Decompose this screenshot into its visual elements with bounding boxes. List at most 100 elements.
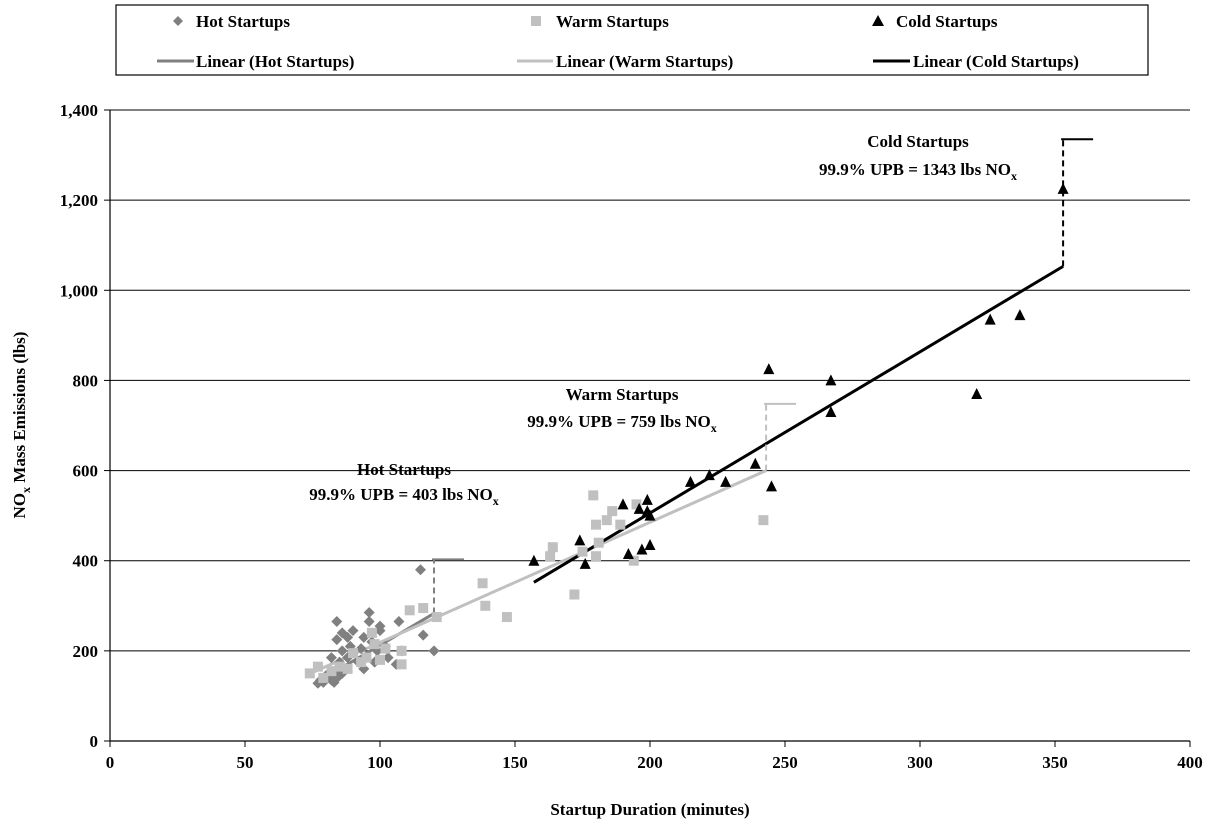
annotation-warm-value: 99.9% UPB = 759 lbs NOx (527, 412, 716, 435)
cold-startup-point (703, 469, 715, 481)
cold-startup-point (579, 557, 591, 569)
cold-startup-point (971, 387, 983, 399)
warm-startup-point (593, 537, 604, 548)
annotation-hot-value-subscript: x (493, 494, 499, 508)
trendline-warm (311, 469, 767, 674)
warm-startup-point (545, 551, 556, 562)
warm-startup-point (326, 666, 337, 677)
x-ticks: 0 50 100 150 200 250 300 350 400 (106, 741, 1203, 772)
warm-startup-point (431, 612, 442, 623)
hot-startup-point (428, 645, 440, 657)
y-tick-label: 800 (73, 371, 99, 390)
cold-startup-point (984, 313, 996, 325)
warm-startup-point (356, 657, 367, 668)
hot-startup-point (342, 631, 354, 643)
warm-startup-point (418, 603, 429, 614)
cold-startup-point (825, 405, 837, 417)
cold-startup-point (749, 457, 761, 469)
x-tick-label: 100 (367, 753, 393, 772)
y-axis-title-prefix: NO (10, 493, 29, 519)
legend: Hot Startups Warm Startups Cold Startups… (115, 4, 1149, 76)
cold-startup-point (720, 475, 732, 487)
cold-startup-point (644, 538, 656, 550)
warm-startup-point (758, 515, 769, 526)
cold-startup-point (641, 493, 653, 505)
y-tick-label: 1,000 (60, 281, 98, 300)
warm-startup-point (569, 589, 580, 600)
x-tick-label: 150 (502, 753, 528, 772)
cold-startup-point (617, 498, 629, 510)
cold-startup-point (766, 480, 777, 492)
y-tick-label: 200 (73, 642, 99, 661)
annotation-cold-title: Cold Startups (867, 132, 969, 151)
annotation-hot-title: Hot Startups (357, 460, 451, 479)
warm-startup-point (628, 555, 639, 566)
hot-startup-point (358, 631, 370, 643)
legend-cold-marker (872, 15, 884, 26)
hot-startup-point (355, 643, 367, 655)
cold-startup-point (825, 374, 837, 386)
warm-startup-point (334, 661, 345, 672)
y-tick-label: 0 (90, 732, 99, 751)
cold-startup-point (763, 363, 775, 375)
legend-label-linear-cold: Linear (Cold Startups) (913, 52, 1079, 71)
warm-startup-point (631, 499, 642, 510)
warm-startup-point (380, 643, 391, 654)
warm-startup-point (607, 506, 618, 517)
cold-startup-point (644, 509, 656, 521)
warm-startup-point (361, 652, 372, 663)
gridlines (110, 109, 1190, 652)
y-tick-label: 600 (73, 462, 99, 481)
hot-startup-point (325, 652, 337, 664)
cold-startup-point (1014, 309, 1026, 321)
y-tick-label: 400 (73, 552, 99, 571)
y-axis-title-subscript: x (19, 487, 33, 493)
annotation-cold: Cold Startups 99.9% UPB = 1343 lbs NOx (819, 132, 1017, 183)
cold-startup-point (685, 475, 696, 487)
warm-startup-point (477, 578, 488, 589)
y-axis-title-suffix: Mass Emissions (lbs) (10, 332, 29, 487)
legend-hot-marker (173, 16, 183, 26)
annotation-warm-title: Warm Startups (566, 385, 679, 404)
hot-startup-point (336, 645, 348, 657)
legend-label-warm: Warm Startups (556, 12, 669, 31)
cold-startup-point (574, 534, 586, 546)
x-tick-label: 350 (1042, 753, 1068, 772)
cold-startup-point (1057, 182, 1069, 194)
hot-startup-point (374, 625, 386, 637)
warm-startup-point (396, 645, 407, 656)
warm-startup-point (348, 648, 358, 659)
x-axis-title: Startup Duration (minutes) (550, 800, 749, 819)
warm-startup-point (591, 551, 601, 562)
warm-startup-point (601, 515, 612, 526)
legend-label-hot: Hot Startups (196, 12, 290, 31)
x-tick-label: 0 (106, 753, 115, 772)
annotation-cold-value: 99.9% UPB = 1343 lbs NOx (819, 160, 1017, 183)
annotation-warm-value-subscript: x (711, 421, 717, 435)
warm-startup-point (588, 490, 599, 501)
warm-startup-point (312, 661, 323, 672)
warm-startup-point (615, 519, 626, 530)
hot-startup-point (347, 625, 359, 637)
warm-startup-point (369, 639, 380, 650)
annotation-warm-value-text: 99.9% UPB = 759 lbs NO (527, 412, 710, 431)
warm-startup-point (404, 605, 415, 616)
cold-startup-point (528, 554, 540, 566)
annotation-warm: Warm Startups 99.9% UPB = 759 lbs NOx (527, 385, 716, 435)
warm-startup-point (366, 627, 377, 638)
hot-startup-point (417, 629, 429, 641)
annotation-hot-value: 99.9% UPB = 403 lbs NOx (309, 485, 498, 508)
warm-startup-point (501, 612, 512, 623)
warm-startup-point (342, 663, 353, 674)
warm-startup-point (318, 672, 329, 683)
hot-startup-point (415, 564, 426, 576)
warm-startup-point (577, 546, 588, 557)
annotation-hot: Hot Startups 99.9% UPB = 403 lbs NOx (309, 460, 498, 508)
legend-frame (115, 4, 1149, 76)
x-tick-label: 300 (907, 753, 933, 772)
x-tick-label: 200 (637, 753, 663, 772)
warm-startup-point (396, 659, 407, 670)
hot-startup-point (363, 616, 375, 628)
cold-startup-point (622, 547, 634, 559)
